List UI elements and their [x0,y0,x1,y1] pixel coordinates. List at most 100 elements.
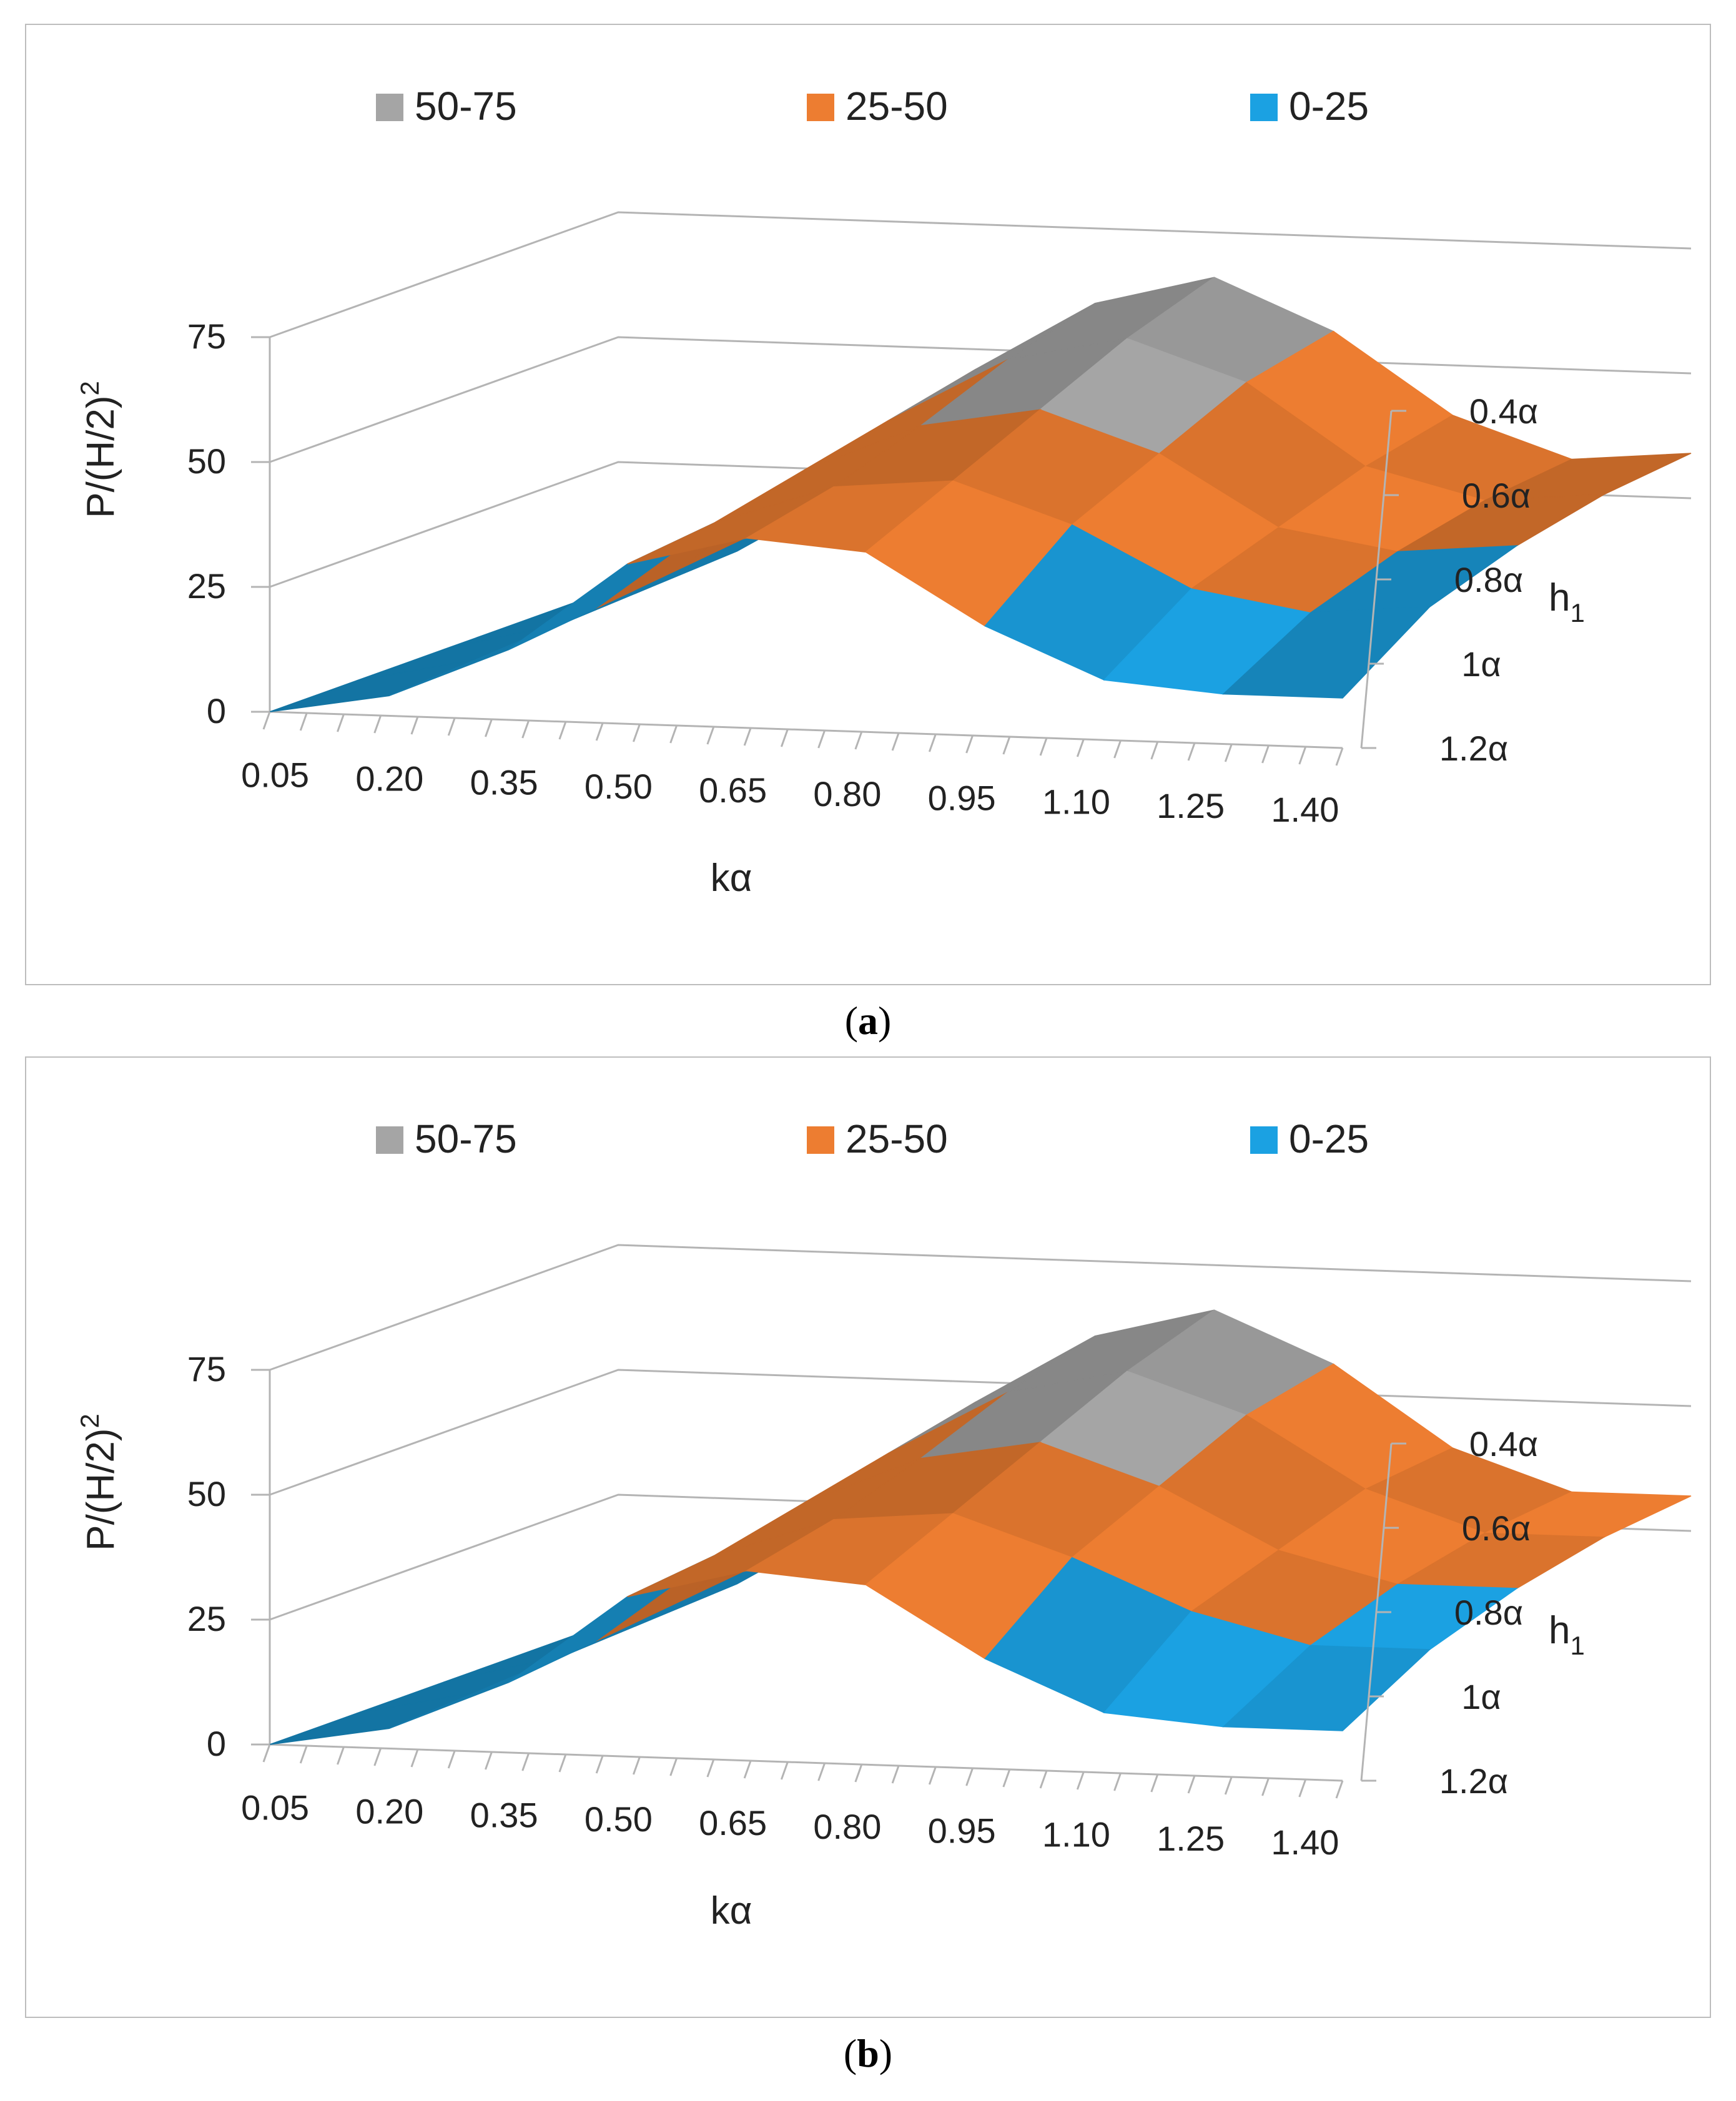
surface-chart-a: 0 25 50 75 0.05 0.20 0.35 0.50 0.65 0.80 0.95 1.10 1… [75,84,1692,900]
x-tick-label: 1.25 [1157,1819,1225,1858]
y-axis-label: P/(H/2)2 [75,1414,122,1551]
x-tick-mark [262,711,271,730]
x-tick-mark [780,729,789,747]
x-tick-mark [373,1748,382,1766]
depth-axis-label: h1 [1549,576,1585,627]
x-tick-mark [891,732,900,751]
legend-item: 0-25 [1250,84,1369,129]
x-tick-label: 1.25 [1157,786,1225,825]
x-axis-label: kα [711,857,752,900]
y-tick-label: 50 [187,441,226,481]
y-tick-label: 75 [187,317,226,356]
x-tick-mark [337,1746,345,1765]
x-tick-mark [485,1751,493,1770]
y-tick-label: 50 [187,1474,226,1513]
x-tick-label: 0.80 [813,1807,881,1846]
x-tick-mark [1261,745,1270,764]
x-tick-mark [337,714,345,732]
x-tick-mark [1150,1774,1159,1793]
legend-label: 25-50 [846,84,948,129]
gridline [269,211,1692,338]
surface-patch [357,622,564,681]
x-tick-mark [558,721,567,740]
x-tick-label: 1.40 [1271,1823,1339,1862]
x-tick-mark [669,1758,678,1776]
y-tick-label: 25 [187,1599,226,1638]
depth-tick-label: 1.2α [1439,729,1508,768]
x-tick-mark [965,735,974,754]
chart-group-a: 0 25 50 75 0.05 0.20 0.35 0.50 0.65 0.80 0.95 1.10 1… [75,84,1692,900]
legend-label: 0-25 [1289,84,1369,129]
surface-patch [269,659,476,712]
x-tick-label: 0.80 [813,774,881,814]
x-tick-label: 0.50 [584,767,653,806]
x-tick-mark [595,722,604,741]
x-tick-label: 0.65 [699,770,767,810]
x-tick-label: 1.40 [1271,790,1339,829]
x-tick-mark [669,725,678,744]
x-tick-mark [1113,1773,1122,1791]
x-tick-mark [373,715,382,734]
x-tick-label: 0.95 [928,778,996,817]
x-tick-label: 0.50 [584,1799,653,1839]
depth-axis-label-main: h [1549,576,1570,619]
x-tick-label: 0.65 [699,1803,767,1843]
x-tick-mark [1039,1770,1048,1789]
depth-tick-label: 0.6α [1462,476,1531,515]
x-tick-mark [521,720,530,739]
x-tick-label: 1.10 [1042,1815,1110,1854]
x-tick-mark [521,1753,530,1771]
x-tick-mark [1224,744,1233,762]
x-tick-mark [262,1744,271,1763]
x-tick-mark [1298,1779,1307,1798]
x-tick-mark [706,726,715,745]
x-tick-mark [928,1766,937,1785]
gridline [269,1244,1692,1371]
y-tick-label: 0 [207,1724,226,1763]
y-axis-label: P/(H/2)2 [75,381,122,518]
y-tick-label: 0 [207,691,226,731]
depth-tick-label: 1α [1461,644,1501,684]
x-tick-mark [410,716,419,735]
depth-axis-label-sub: 1 [1570,598,1584,627]
y-axis-label-main: P/(H/2) [79,1429,122,1551]
surface-patch [1222,1645,1431,1731]
depth-axis-label-sub: 1 [1570,1631,1584,1660]
x-tick-mark [854,1764,863,1783]
legend-item: 25-50 [807,84,948,129]
x-tick-label: 0.35 [470,763,538,802]
x-tick-mark [1076,739,1085,757]
caption-b: (b) [843,2031,893,2075]
y-axis-label-main: P/(H/2) [79,396,122,518]
x-tick-mark [299,1745,308,1764]
x-tick-mark [1224,1776,1233,1795]
x-tick-mark [743,727,752,746]
legend: 50-75 25-50 0-25 [376,1116,1369,1161]
depth-axis-label: h1 [1549,1609,1585,1660]
legend-swatch [807,1126,834,1154]
legend-item: 25-50 [807,1116,948,1161]
x-tick-mark [817,730,826,749]
x-tick-mark [780,1761,789,1780]
legend-label: 50-75 [415,1116,517,1161]
x-tick-label: 0.20 [355,1791,423,1831]
chart-panel-b: 0 25 50 75 0.05 0.20 0.35 0.50 0.65 0.80 0.95 1.10 1… [25,1056,1711,2018]
y-tick-label: 25 [187,566,226,606]
legend-item: 0-25 [1250,1116,1369,1161]
surface-patch [357,1655,564,1714]
surface-chart-b: 0 25 50 75 0.05 0.20 0.35 0.50 0.65 0.80 0.95 1.10 1… [75,1116,1692,1932]
x-tick-label: 0.05 [241,755,309,794]
x-tick-mark [1076,1771,1085,1790]
x-tick-mark [485,719,493,737]
x-tick-label: 0.35 [470,1796,538,1835]
x-tick-mark [299,712,308,731]
legend-swatch [376,1126,403,1154]
x-tick-label: 1.10 [1042,782,1110,822]
legend: 50-75 25-50 0-25 [376,84,1369,129]
depth-axis-label-main: h [1549,1609,1570,1652]
legend-label: 0-25 [1289,1116,1369,1161]
depth-tick-label: 0.4α [1469,1424,1538,1464]
legend-label: 25-50 [846,1116,948,1161]
legend-swatch [807,94,834,121]
x-tick-mark [965,1768,974,1786]
